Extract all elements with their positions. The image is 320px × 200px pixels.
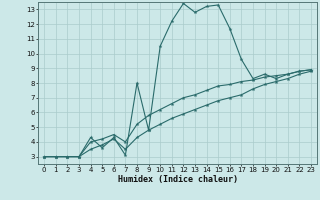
X-axis label: Humidex (Indice chaleur): Humidex (Indice chaleur) bbox=[118, 175, 238, 184]
